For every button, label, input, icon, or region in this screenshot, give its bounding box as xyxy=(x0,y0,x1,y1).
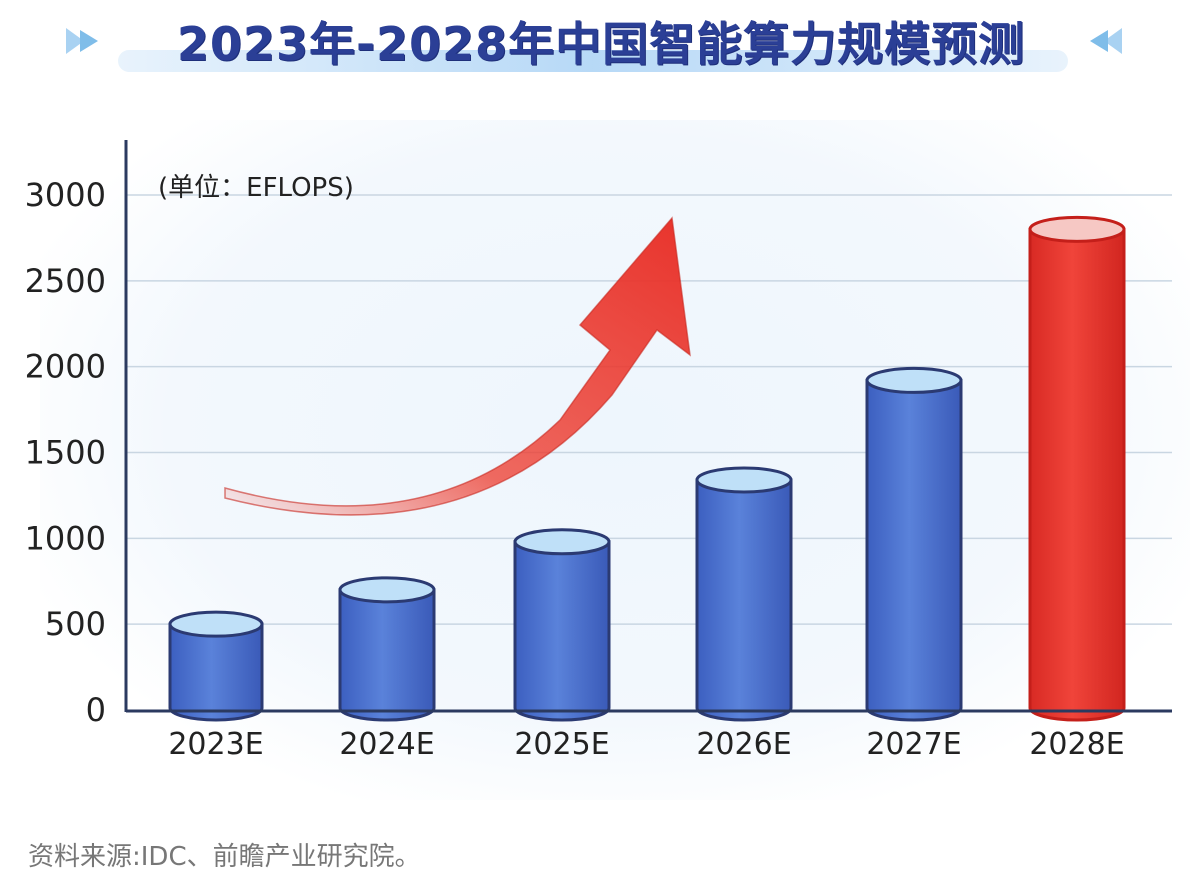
bar-top xyxy=(1028,215,1126,243)
unit-label: (单位：EFLOPS) xyxy=(158,173,354,203)
bar-2025E xyxy=(513,528,611,722)
x-tick-label: 2027E xyxy=(866,727,961,762)
bar-2027E xyxy=(865,366,963,722)
trend-arrow xyxy=(224,216,691,516)
x-tick-label: 2026E xyxy=(696,727,791,762)
title-highlight xyxy=(118,50,1068,72)
x-tick-label: 2028E xyxy=(1029,727,1124,762)
y-tick-label: 1000 xyxy=(25,519,106,557)
bar-body xyxy=(338,588,436,722)
bar-2024E xyxy=(338,576,436,722)
y-tick-label: 2500 xyxy=(25,262,106,300)
source-note: 资料来源:IDC、前瞻产业研究院。 xyxy=(28,842,421,872)
x-tick-label: 2023E xyxy=(168,727,263,762)
bar-top xyxy=(338,576,436,604)
y-tick-label: 500 xyxy=(45,605,106,643)
y-tick-label: 2000 xyxy=(25,348,106,386)
bar-body xyxy=(865,378,963,722)
bar-top xyxy=(168,610,264,638)
bar-top xyxy=(695,466,793,494)
bar-2023E xyxy=(168,610,264,722)
left-arrow-decoration-icon xyxy=(66,28,98,54)
bar-body xyxy=(513,540,611,722)
bar-top xyxy=(513,528,611,556)
title-area: 2023年-2028年中国智能算力规模预测 xyxy=(0,0,1202,90)
y-tick-label: 3000 xyxy=(25,176,106,214)
x-tick-label: 2025E xyxy=(514,727,609,762)
bar-2028E xyxy=(1028,215,1126,722)
bar-top xyxy=(865,366,963,394)
bar-2026E xyxy=(695,466,793,722)
x-tick-label: 2024E xyxy=(339,727,434,762)
chart-title: 2023年-2028年中国智能算力规模预测 xyxy=(176,17,1026,71)
right-arrow-decoration-icon xyxy=(1090,28,1122,54)
bar-body xyxy=(1028,227,1126,722)
bar-body xyxy=(168,622,264,722)
y-tick-label: 1500 xyxy=(25,434,106,472)
bar-body xyxy=(695,478,793,722)
y-tick-label: 0 xyxy=(86,691,106,729)
